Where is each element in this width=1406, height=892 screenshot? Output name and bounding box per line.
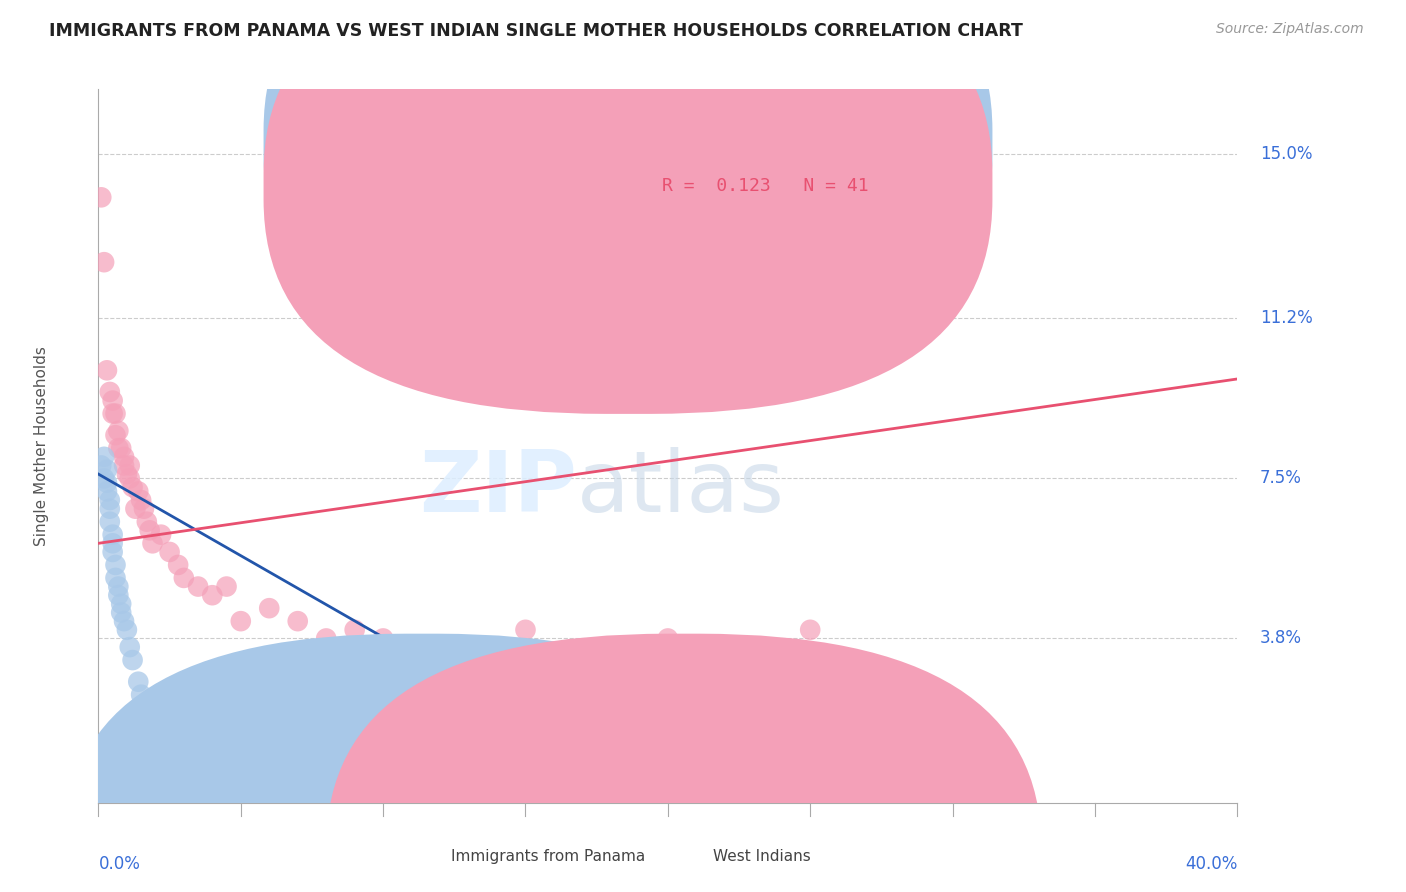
Point — [129, 493, 152, 508]
Point — [657, 632, 679, 646]
Point — [101, 407, 124, 421]
Point — [138, 524, 160, 538]
Point — [104, 428, 127, 442]
Point — [373, 632, 395, 646]
Point — [107, 588, 129, 602]
Point — [112, 614, 135, 628]
Point — [118, 471, 141, 485]
Point — [150, 527, 173, 541]
Point — [159, 744, 181, 758]
Point — [112, 458, 135, 473]
Point — [121, 653, 143, 667]
Point — [101, 393, 124, 408]
Point — [93, 471, 115, 485]
Point — [173, 571, 195, 585]
FancyBboxPatch shape — [263, 0, 993, 414]
Point — [259, 601, 281, 615]
Point — [429, 644, 451, 658]
Point — [173, 753, 195, 767]
Text: 15.0%: 15.0% — [1260, 145, 1313, 163]
Point — [90, 190, 112, 204]
Point — [107, 441, 129, 455]
Point — [127, 674, 149, 689]
Text: IMMIGRANTS FROM PANAMA VS WEST INDIAN SINGLE MOTHER HOUSEHOLDS CORRELATION CHART: IMMIGRANTS FROM PANAMA VS WEST INDIAN SI… — [49, 22, 1024, 40]
Point — [90, 458, 112, 473]
Point — [187, 580, 209, 594]
Point — [315, 632, 337, 646]
FancyBboxPatch shape — [263, 0, 993, 371]
Point — [110, 606, 132, 620]
Text: West Indians: West Indians — [713, 849, 811, 863]
Point — [96, 475, 118, 490]
Point — [135, 515, 157, 529]
Point — [115, 623, 138, 637]
Point — [124, 501, 146, 516]
Point — [229, 614, 252, 628]
Text: R =  0.123   N = 41: R = 0.123 N = 41 — [662, 177, 869, 194]
Point — [159, 545, 181, 559]
Point — [93, 450, 115, 464]
Point — [287, 614, 309, 628]
Text: Single Mother Households: Single Mother Households — [34, 346, 49, 546]
Point — [98, 384, 121, 399]
Text: R = -0.688   N = 28: R = -0.688 N = 28 — [662, 134, 869, 152]
Text: 3.8%: 3.8% — [1260, 630, 1302, 648]
Point — [515, 623, 537, 637]
Point — [110, 597, 132, 611]
Point — [141, 536, 163, 550]
Point — [104, 407, 127, 421]
Point — [135, 709, 157, 723]
Point — [201, 588, 224, 602]
Point — [98, 515, 121, 529]
FancyBboxPatch shape — [326, 633, 1042, 892]
Point — [101, 536, 124, 550]
Text: 0.0%: 0.0% — [98, 855, 141, 872]
Point — [167, 558, 190, 572]
Point — [129, 688, 152, 702]
Point — [121, 480, 143, 494]
Text: 40.0%: 40.0% — [1185, 855, 1237, 872]
Point — [145, 726, 167, 740]
Text: Source: ZipAtlas.com: Source: ZipAtlas.com — [1216, 22, 1364, 37]
Point — [112, 450, 135, 464]
Text: 11.2%: 11.2% — [1260, 310, 1313, 327]
Point — [104, 558, 127, 572]
Text: 7.5%: 7.5% — [1260, 469, 1302, 487]
Point — [107, 424, 129, 438]
Point — [132, 501, 155, 516]
Point — [343, 623, 366, 637]
Point — [118, 640, 141, 654]
Point — [98, 501, 121, 516]
Point — [118, 458, 141, 473]
Point — [127, 484, 149, 499]
Point — [215, 580, 238, 594]
Point — [115, 467, 138, 482]
Point — [96, 484, 118, 499]
Point — [799, 623, 821, 637]
FancyBboxPatch shape — [576, 103, 941, 221]
Point — [101, 545, 124, 559]
Text: ZIP: ZIP — [419, 447, 576, 531]
Point — [110, 441, 132, 455]
FancyBboxPatch shape — [65, 633, 779, 892]
Text: Immigrants from Panama: Immigrants from Panama — [451, 849, 645, 863]
Point — [96, 463, 118, 477]
Text: atlas: atlas — [576, 447, 785, 531]
Point — [93, 255, 115, 269]
Point — [101, 527, 124, 541]
Point — [98, 493, 121, 508]
Point — [96, 363, 118, 377]
Point — [107, 580, 129, 594]
Point — [104, 571, 127, 585]
